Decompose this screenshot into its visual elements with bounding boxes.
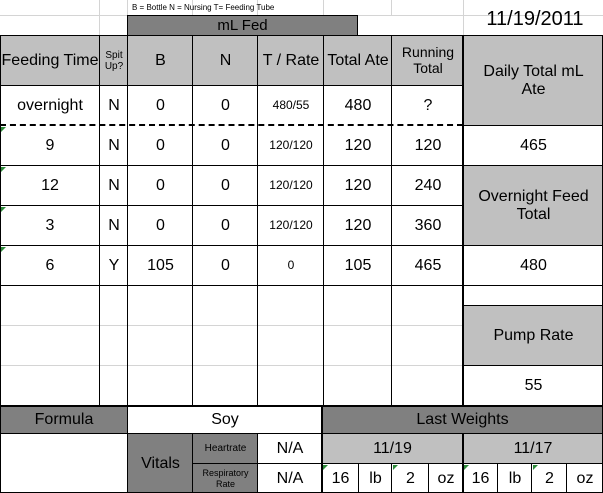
cell-b[interactable]: 0 bbox=[156, 137, 165, 155]
empty-rows[interactable] bbox=[0, 286, 464, 406]
cell-b[interactable]: 105 bbox=[147, 257, 174, 275]
daily-total-label: Daily Total mL Ate bbox=[464, 36, 603, 126]
col-header-spit-up: Spit Up? bbox=[100, 36, 128, 86]
formula-value[interactable]: Soy bbox=[128, 406, 322, 434]
cell-time[interactable]: 12 bbox=[41, 177, 59, 195]
cell-spit[interactable]: N bbox=[108, 97, 120, 115]
cell-t-rate[interactable]: 0 bbox=[287, 258, 295, 273]
respiratory-rate-label: Respiratory Rate bbox=[193, 464, 258, 493]
cell-b[interactable]: 0 bbox=[156, 97, 165, 115]
cell-n[interactable]: 0 bbox=[221, 217, 230, 235]
weight-lb-value[interactable]: 16 bbox=[322, 464, 359, 493]
cell-running[interactable]: 240 bbox=[414, 177, 442, 195]
cell-time[interactable]: 6 bbox=[45, 257, 55, 275]
comment-indicator bbox=[1, 207, 6, 212]
cell-n[interactable]: 0 bbox=[221, 137, 230, 155]
cell-total[interactable]: 105 bbox=[344, 257, 372, 275]
cell-spit[interactable]: N bbox=[108, 137, 120, 155]
cell-t-rate[interactable]: 120/120 bbox=[269, 178, 313, 193]
date-label: 11/19/2011 bbox=[486, 7, 584, 30]
cell-b[interactable]: 0 bbox=[156, 177, 165, 195]
cell-time[interactable]: 9 bbox=[45, 137, 55, 155]
cell-spit[interactable]: Y bbox=[108, 257, 120, 275]
overnight-separator bbox=[0, 124, 463, 126]
weight-oz-unit: oz bbox=[567, 464, 603, 493]
weight-lb-unit: lb bbox=[359, 464, 392, 493]
overnight-feed-total-label: Overnight Feed Total bbox=[464, 166, 603, 246]
col-header-total-ate: Total Ate bbox=[324, 36, 392, 86]
cell-t-rate[interactable]: 120/120 bbox=[269, 218, 313, 233]
blank-cell bbox=[0, 434, 128, 493]
col-header-running-total: Running Total bbox=[392, 36, 464, 86]
cell-spit[interactable]: N bbox=[108, 217, 120, 235]
weight-oz-unit: oz bbox=[429, 464, 463, 493]
col-header-b: B bbox=[128, 36, 193, 86]
col-header-feeding-time: Feeding Time bbox=[0, 36, 100, 86]
comment-indicator bbox=[1, 127, 6, 132]
cell-running[interactable]: 360 bbox=[414, 217, 442, 235]
ml-fed-header: mL Fed bbox=[128, 16, 357, 36]
comment-indicator bbox=[393, 465, 398, 470]
comment-indicator bbox=[1, 247, 6, 252]
cell-n[interactable]: 0 bbox=[221, 257, 230, 275]
formula-label: Formula bbox=[0, 406, 128, 434]
cell-t-rate[interactable]: 120/120 bbox=[269, 138, 313, 153]
cell-time[interactable]: 3 bbox=[45, 217, 55, 235]
heartrate-label: Heartrate bbox=[193, 434, 258, 464]
overnight-feed-total-value[interactable]: 480 bbox=[464, 246, 603, 286]
cell-spit[interactable]: N bbox=[108, 177, 120, 195]
cell-running[interactable]: 465 bbox=[414, 257, 442, 275]
spacer-cell bbox=[464, 286, 603, 306]
col-header-t-rate: T / Rate bbox=[258, 36, 324, 86]
cell-running[interactable]: 120 bbox=[414, 137, 442, 155]
pump-rate-label: Pump Rate bbox=[464, 306, 603, 366]
cell-total[interactable]: 120 bbox=[344, 137, 372, 155]
weight-date-2: 11/17 bbox=[463, 434, 603, 464]
cell-n[interactable]: 0 bbox=[221, 177, 230, 195]
vitals-label: Vitals bbox=[128, 434, 193, 493]
heartrate-value[interactable]: N/A bbox=[258, 434, 322, 464]
weight-date-1: 11/19 bbox=[322, 434, 463, 464]
comment-indicator bbox=[1, 167, 6, 172]
daily-total-value[interactable]: 465 bbox=[464, 126, 603, 166]
cell-total[interactable]: 120 bbox=[344, 177, 372, 195]
cell-b[interactable]: 0 bbox=[156, 217, 165, 235]
comment-indicator bbox=[323, 465, 328, 470]
comment-indicator bbox=[464, 465, 469, 470]
cell-running[interactable]: ? bbox=[423, 97, 433, 115]
pump-rate-value[interactable]: 55 bbox=[464, 366, 603, 406]
cell-n[interactable]: 0 bbox=[221, 97, 230, 115]
last-weights-title: Last Weights bbox=[322, 406, 603, 434]
cell-t-rate[interactable]: 480/55 bbox=[272, 98, 310, 113]
cell-total[interactable]: 120 bbox=[344, 217, 372, 235]
weight-oz-value[interactable]: 2 bbox=[392, 464, 429, 493]
weight-lb-unit: lb bbox=[498, 464, 532, 493]
cell-total[interactable]: 480 bbox=[344, 97, 372, 115]
col-header-n: N bbox=[193, 36, 258, 86]
comment-indicator bbox=[533, 465, 538, 470]
legend-text: B = Bottle N = Nursing T= Feeding Tube bbox=[132, 2, 275, 12]
cell-time[interactable]: overnight bbox=[17, 97, 83, 115]
respiratory-rate-value[interactable]: N/A bbox=[258, 464, 322, 493]
